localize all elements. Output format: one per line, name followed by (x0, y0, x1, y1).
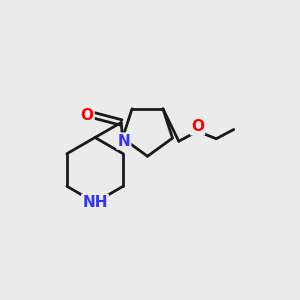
Text: O: O (191, 119, 204, 134)
Text: N: N (117, 134, 130, 148)
Text: O: O (80, 107, 94, 122)
Text: NH: NH (82, 195, 108, 210)
